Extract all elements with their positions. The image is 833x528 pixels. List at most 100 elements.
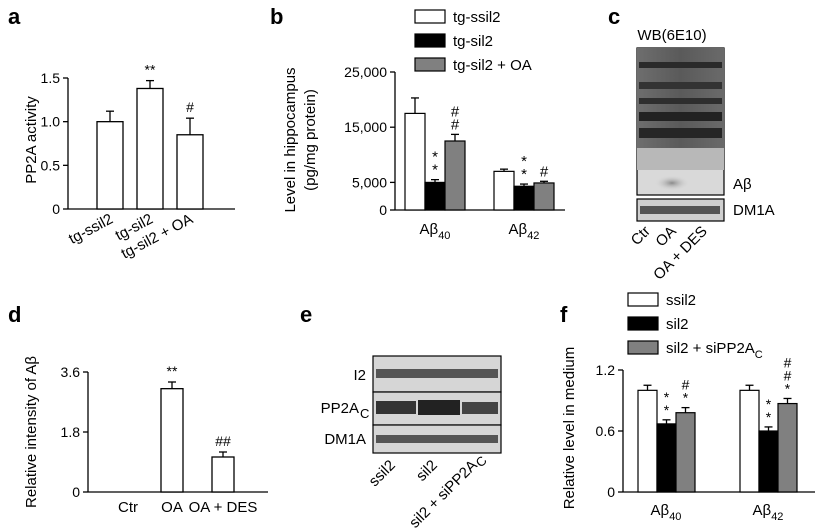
- legend-label: tg-ssil2: [453, 9, 501, 26]
- bar: [493, 170, 515, 211]
- y-tick-label: 1.8: [61, 424, 81, 440]
- blot-c-fade: [637, 148, 724, 170]
- significance-marker: #: [451, 116, 460, 133]
- x-group-label: Aβ42: [753, 502, 784, 523]
- legend-label: tg-sil2: [453, 33, 493, 50]
- blot-c-band: [639, 62, 722, 68]
- blot-c-band: [639, 82, 722, 89]
- bar: [533, 182, 555, 211]
- bar: [444, 140, 466, 211]
- blot-e-band: [376, 369, 498, 378]
- significance-marker: *: [785, 380, 791, 396]
- panel-a-label: a: [8, 4, 21, 29]
- y-tick-label: 3.6: [61, 364, 81, 380]
- blot-c-lane: Ctr: [628, 223, 654, 249]
- legend-swatch: [627, 292, 659, 307]
- x-group-label-sub: 40: [438, 230, 450, 242]
- significance-marker: **: [167, 363, 178, 379]
- legend-swatch: [414, 9, 446, 24]
- bar: [211, 456, 235, 493]
- blot-panel-e: I2 PP2A C DM1A ssil2 sil2 sil2 + siPP2A …: [321, 355, 502, 528]
- bar: [777, 402, 798, 493]
- y-tick-label: 0: [52, 201, 60, 217]
- blot-c-loading-band: [640, 206, 720, 214]
- legend-swatch: [627, 340, 659, 355]
- significance-marker: ##: [215, 433, 231, 449]
- bar: [404, 112, 426, 211]
- y-tick-label: 0: [607, 484, 615, 500]
- bar: [513, 185, 535, 211]
- x-tick-label: OA + DES: [189, 499, 258, 516]
- significance-marker: #: [186, 99, 194, 115]
- y-axis-label: PP2A activity: [23, 96, 40, 184]
- blot-e-lane: ssil2: [366, 457, 399, 490]
- panel-b-label: b: [270, 4, 283, 29]
- significance-marker: #: [784, 367, 792, 383]
- legend-swatch: [414, 33, 446, 48]
- y-tick-label: 15,000: [344, 119, 387, 135]
- y-tick-label: 25,000: [344, 64, 387, 80]
- bar: [176, 134, 204, 210]
- legend-label-sub: C: [755, 349, 763, 361]
- significance-marker: #: [784, 354, 792, 370]
- significance-marker: *: [432, 162, 438, 179]
- y-tick-label: 1.0: [41, 114, 61, 130]
- bar: [160, 388, 184, 493]
- blot-c-band: [639, 98, 722, 104]
- y-tick-label: 5,000: [352, 174, 387, 190]
- y-axis-label-line1: Level in hippocampus: [282, 67, 299, 212]
- bar: [637, 389, 658, 493]
- y-axis-label: Relative intensity of Aβ: [23, 356, 40, 508]
- blot-e-row-label: I2: [353, 367, 366, 384]
- significance-marker: #: [451, 103, 460, 120]
- significance-marker: #: [682, 377, 690, 393]
- panel-d-label: d: [8, 302, 21, 327]
- bar: [136, 87, 164, 210]
- legend-label-main: sil2 + siPP2A: [666, 340, 755, 357]
- blot-e-row-label: PP2A: [321, 400, 359, 417]
- blot-c-band: [639, 128, 722, 138]
- y-tick-label: 1.5: [41, 70, 61, 86]
- blot-c-band-label: Aβ: [733, 176, 752, 193]
- blot-e-band: [418, 400, 460, 415]
- significance-marker: **: [145, 62, 156, 78]
- blot-panel-c: WB(6E10) Aβ DM1A Ctr OA OA + DES: [628, 27, 775, 283]
- panel-f-label: f: [560, 302, 568, 327]
- x-group-label-main: Aβ: [651, 502, 670, 519]
- blot-e-band: [462, 402, 498, 414]
- significance-marker: *: [664, 389, 670, 405]
- bar: [739, 389, 760, 493]
- legend-label: tg-sil2 + OA: [453, 57, 532, 74]
- significance-marker: *: [521, 166, 527, 183]
- legend-label: sil2 + siPP2AC: [666, 340, 763, 361]
- bar: [656, 423, 677, 493]
- chart-panel-d: 0 1.8 3.6 Relative intensity of Aβ Ctr ** OA ##…: [23, 356, 268, 516]
- blot-c-abeta-band: [654, 175, 690, 191]
- blot-e-band: [376, 401, 416, 414]
- x-group-label: Aβ42: [509, 221, 540, 242]
- y-tick-label: 0: [379, 202, 387, 218]
- blot-c-loading-label: DM1A: [733, 202, 775, 219]
- y-tick-label: 0.6: [596, 423, 616, 439]
- significance-marker: *: [664, 402, 670, 418]
- x-group-label-sub: 42: [771, 511, 783, 523]
- y-axis-label-line2: (pg/mg protein): [302, 89, 319, 191]
- x-group-label-main: Aβ: [420, 221, 439, 238]
- blot-e-row-label: DM1A: [324, 431, 366, 448]
- x-tick-label: Ctr: [118, 499, 138, 516]
- x-group-label: Aβ40: [420, 221, 451, 242]
- legend-label: sil2: [666, 316, 689, 333]
- y-tick-label: 0.5: [41, 157, 61, 173]
- significance-marker: *: [766, 396, 772, 412]
- x-group-label-main: Aβ: [753, 502, 772, 519]
- significance-marker: *: [683, 390, 689, 406]
- y-tick-label: 1.2: [596, 362, 616, 378]
- panel-e-label: e: [300, 302, 312, 327]
- blot-c-title: WB(6E10): [637, 27, 706, 44]
- legend-label: ssil2: [666, 292, 696, 309]
- bar: [424, 181, 446, 211]
- significance-marker: *: [766, 409, 772, 425]
- bar: [758, 430, 779, 493]
